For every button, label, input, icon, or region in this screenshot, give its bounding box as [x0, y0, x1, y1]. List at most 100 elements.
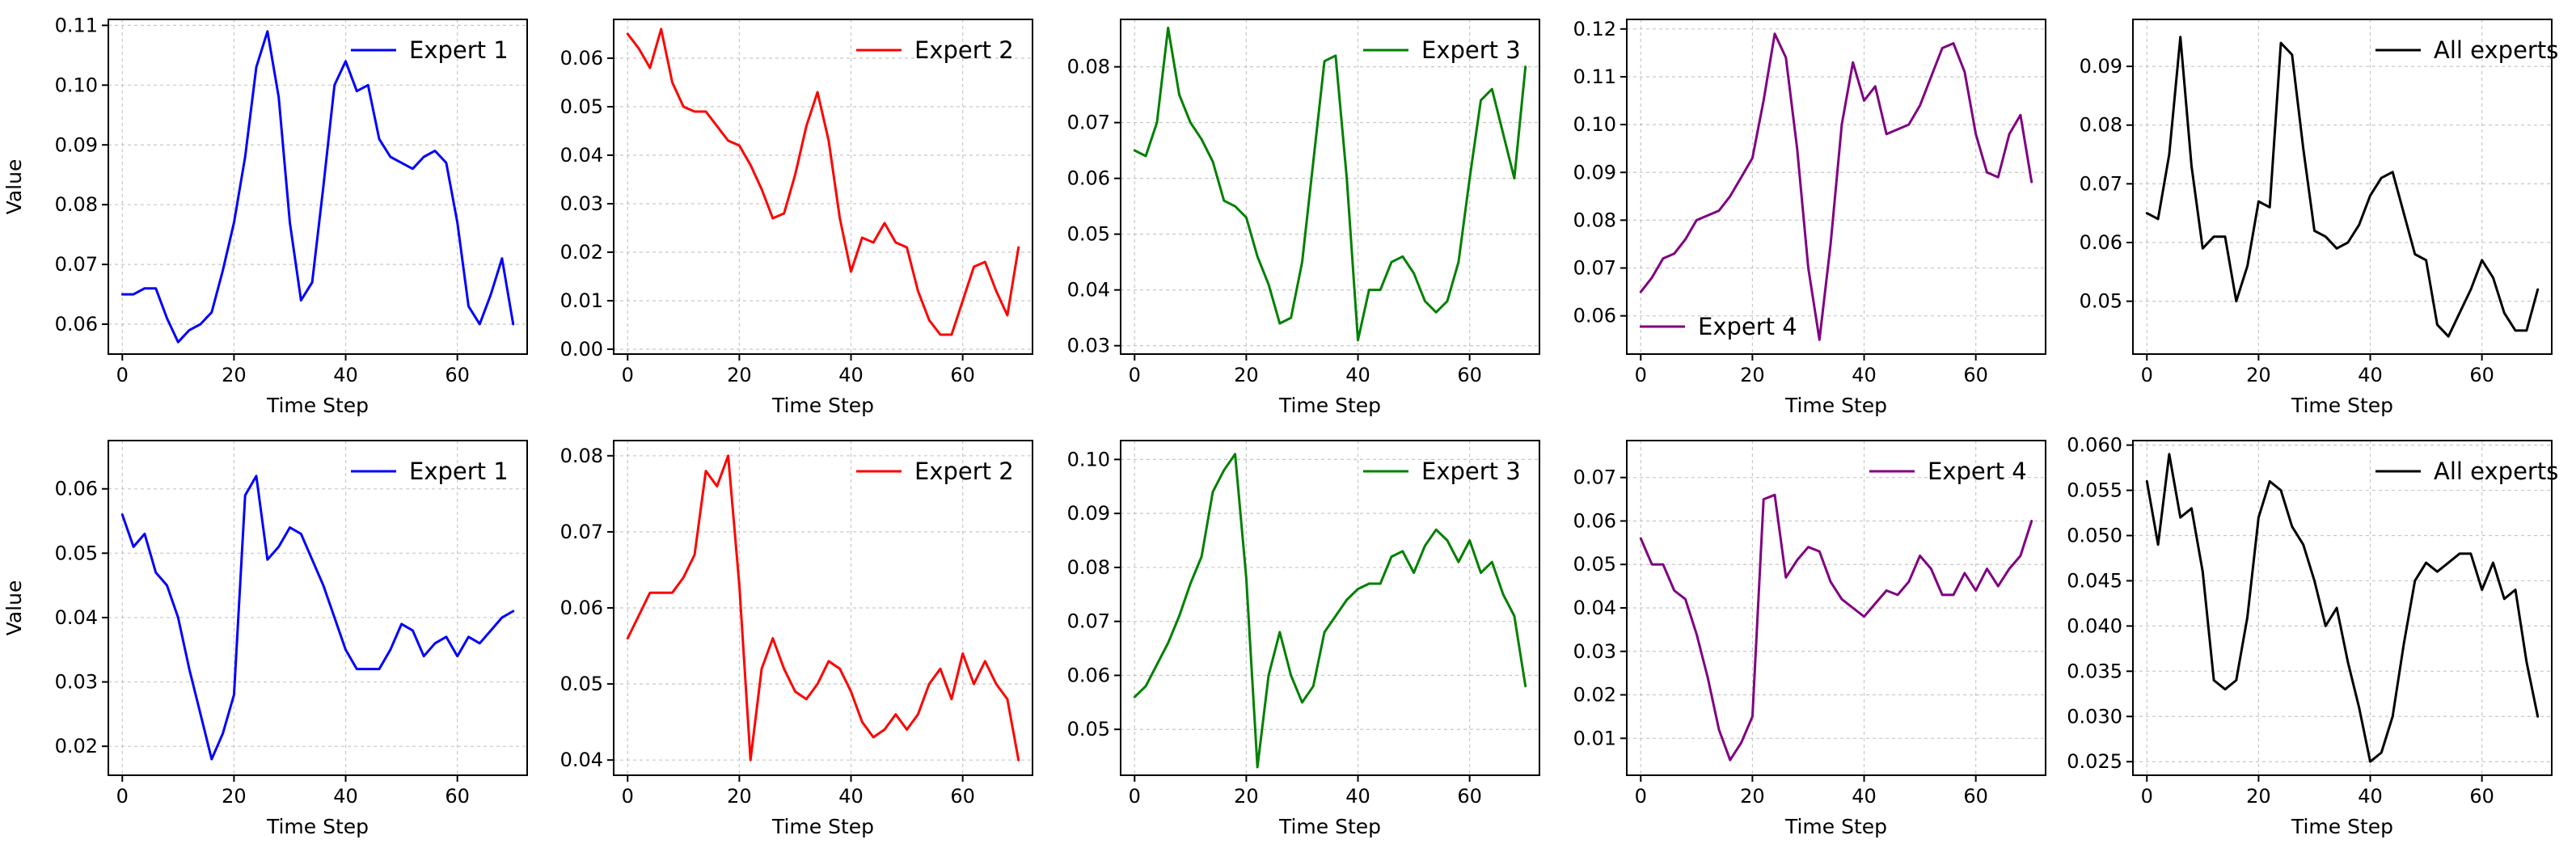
chart-panel-8: 0 20 40 60 0.05 0.06 0.07 0.08 0.09 0.10 Time Step… [1067, 440, 1540, 838]
chart-panel-7: 0 20 40 60 0.04 0.05 0.06 0.07 0.08 Time Step Expe… [560, 440, 1033, 838]
y-tick-label: 0.025 [2067, 750, 2122, 773]
x-tick-label: 40 [838, 364, 864, 386]
y-tick-label: 0.10 [55, 74, 98, 96]
y-tick-label: 0.05 [560, 673, 603, 695]
x-tick-label: 0 [1129, 785, 1141, 808]
y-tick-label: 0.06 [1067, 664, 1110, 686]
x-tick-label: 60 [1963, 785, 1988, 808]
x-tick-label: 0 [1129, 364, 1141, 386]
x-axis-label: Time Step [266, 815, 369, 838]
x-tick-label: 0 [1635, 364, 1647, 386]
y-tick-label: 0.06 [560, 47, 603, 70]
y-tick-label: 0.050 [2067, 524, 2122, 546]
x-tick-label: 20 [222, 785, 247, 808]
chart-panel-1: 0 20 40 60 0.06 0.07 0.08 0.09 0.10 0.11 Time Step… [2, 14, 528, 417]
x-tick-label: 20 [727, 785, 752, 808]
y-tick-label: 0.030 [2067, 705, 2122, 728]
x-tick-label: 20 [727, 364, 752, 386]
x-tick-label: 0 [116, 364, 129, 386]
y-tick-label: 0.08 [2080, 114, 2122, 137]
legend-label: Expert 2 [914, 36, 1014, 64]
y-tick-label: 0.06 [1067, 167, 1110, 190]
series-line [120, 475, 515, 761]
x-tick-label: 40 [2358, 785, 2383, 808]
y-tick-label: 0.02 [560, 241, 603, 264]
series-line [2145, 36, 2540, 338]
y-tick-label: 0.05 [55, 542, 98, 564]
y-tick-label: 0.040 [2067, 614, 2122, 637]
y-tick-label: 0.06 [1573, 305, 1616, 327]
x-axis-label: Time Step [1784, 394, 1887, 417]
x-axis-label: Time Step [1278, 394, 1381, 417]
x-tick-label: 40 [333, 364, 358, 386]
y-tick-label: 0.060 [2067, 434, 2122, 457]
y-tick-label: 0.03 [1067, 335, 1110, 357]
plot-frame [2132, 19, 2553, 355]
plot-frame [1120, 19, 1540, 355]
y-tick-label: 0.03 [560, 192, 603, 215]
series-line [120, 30, 515, 344]
y-tick-label: 0.06 [1573, 509, 1616, 532]
series-line [2145, 453, 2540, 763]
x-axis-label: Time Step [2291, 394, 2393, 417]
x-tick-label: 0 [2141, 364, 2153, 386]
y-tick-label: 0.07 [560, 521, 603, 543]
y-tick-label: 0.11 [55, 14, 98, 36]
legend-label: Expert 1 [409, 36, 509, 64]
y-tick-label: 0.05 [2080, 290, 2122, 313]
x-tick-label: 20 [1234, 785, 1259, 808]
y-tick-label: 0.09 [1067, 502, 1110, 525]
series-line [1639, 32, 2033, 341]
x-tick-label: 60 [1457, 785, 1482, 808]
x-tick-label: 0 [622, 364, 634, 386]
y-tick-label: 0.07 [1067, 112, 1110, 134]
x-tick-label: 40 [1345, 364, 1370, 386]
x-axis-label: Time Step [2291, 815, 2393, 838]
chart-panel-5: 0 20 40 60 0.05 0.06 0.07 0.08 0.09 Time Step All … [2080, 19, 2558, 417]
y-tick-label: 0.08 [1067, 56, 1110, 78]
y-tick-label: 0.01 [1573, 727, 1616, 749]
x-tick-label: 20 [1740, 364, 1765, 386]
x-tick-label: 20 [2246, 785, 2271, 808]
y-tick-label: 0.07 [55, 253, 98, 276]
y-tick-label: 0.06 [55, 478, 98, 500]
chart-panel-3: 0 20 40 60 0.03 0.04 0.05 0.06 0.07 0.08 Time Step… [1067, 19, 1540, 417]
y-tick-label: 0.08 [55, 193, 98, 216]
y-axis-label: Value [2, 159, 26, 215]
legend-label: Expert 3 [1421, 458, 1521, 485]
y-tick-label: 0.07 [1067, 610, 1110, 633]
x-axis-label: Time Step [1784, 815, 1887, 838]
x-tick-label: 0 [622, 785, 634, 808]
x-tick-label: 20 [2246, 364, 2271, 386]
y-tick-label: 0.07 [1573, 257, 1616, 280]
x-tick-label: 40 [1852, 364, 1877, 386]
x-tick-label: 40 [2358, 364, 2383, 386]
y-tick-label: 0.08 [1067, 556, 1110, 579]
x-tick-label: 60 [445, 785, 470, 808]
x-tick-label: 40 [838, 785, 864, 808]
plot-frame [1626, 19, 2046, 355]
y-tick-label: 0.01 [560, 289, 603, 312]
series-line [626, 454, 1020, 762]
y-tick-label: 0.07 [1573, 466, 1616, 489]
y-tick-label: 0.04 [55, 606, 98, 629]
y-tick-label: 0.05 [560, 95, 603, 118]
y-tick-label: 0.06 [560, 597, 603, 619]
y-tick-label: 0.035 [2067, 660, 2122, 682]
legend-label: Expert 4 [1698, 313, 1797, 340]
legend-label: All experts [2434, 36, 2558, 64]
series-line [1133, 453, 1527, 769]
chart-panel-4: 0 20 40 60 0.06 0.07 0.08 0.09 0.10 0.11 0.12 Time … [1573, 18, 2046, 417]
chart-panel-6: 0 20 40 60 0.02 0.03 0.04 0.05 0.06 Time Step Valu… [2, 440, 528, 838]
y-tick-label: 0.07 [2080, 172, 2122, 195]
plot-frame [108, 19, 528, 355]
x-tick-label: 60 [1963, 364, 1988, 386]
y-tick-label: 0.09 [1573, 161, 1616, 184]
y-tick-label: 0.06 [55, 313, 98, 335]
x-tick-label: 60 [445, 364, 470, 386]
y-tick-label: 0.00 [560, 338, 603, 361]
plot-frame [613, 19, 1033, 355]
x-tick-label: 20 [222, 364, 247, 386]
plot-frame [2132, 440, 2553, 776]
